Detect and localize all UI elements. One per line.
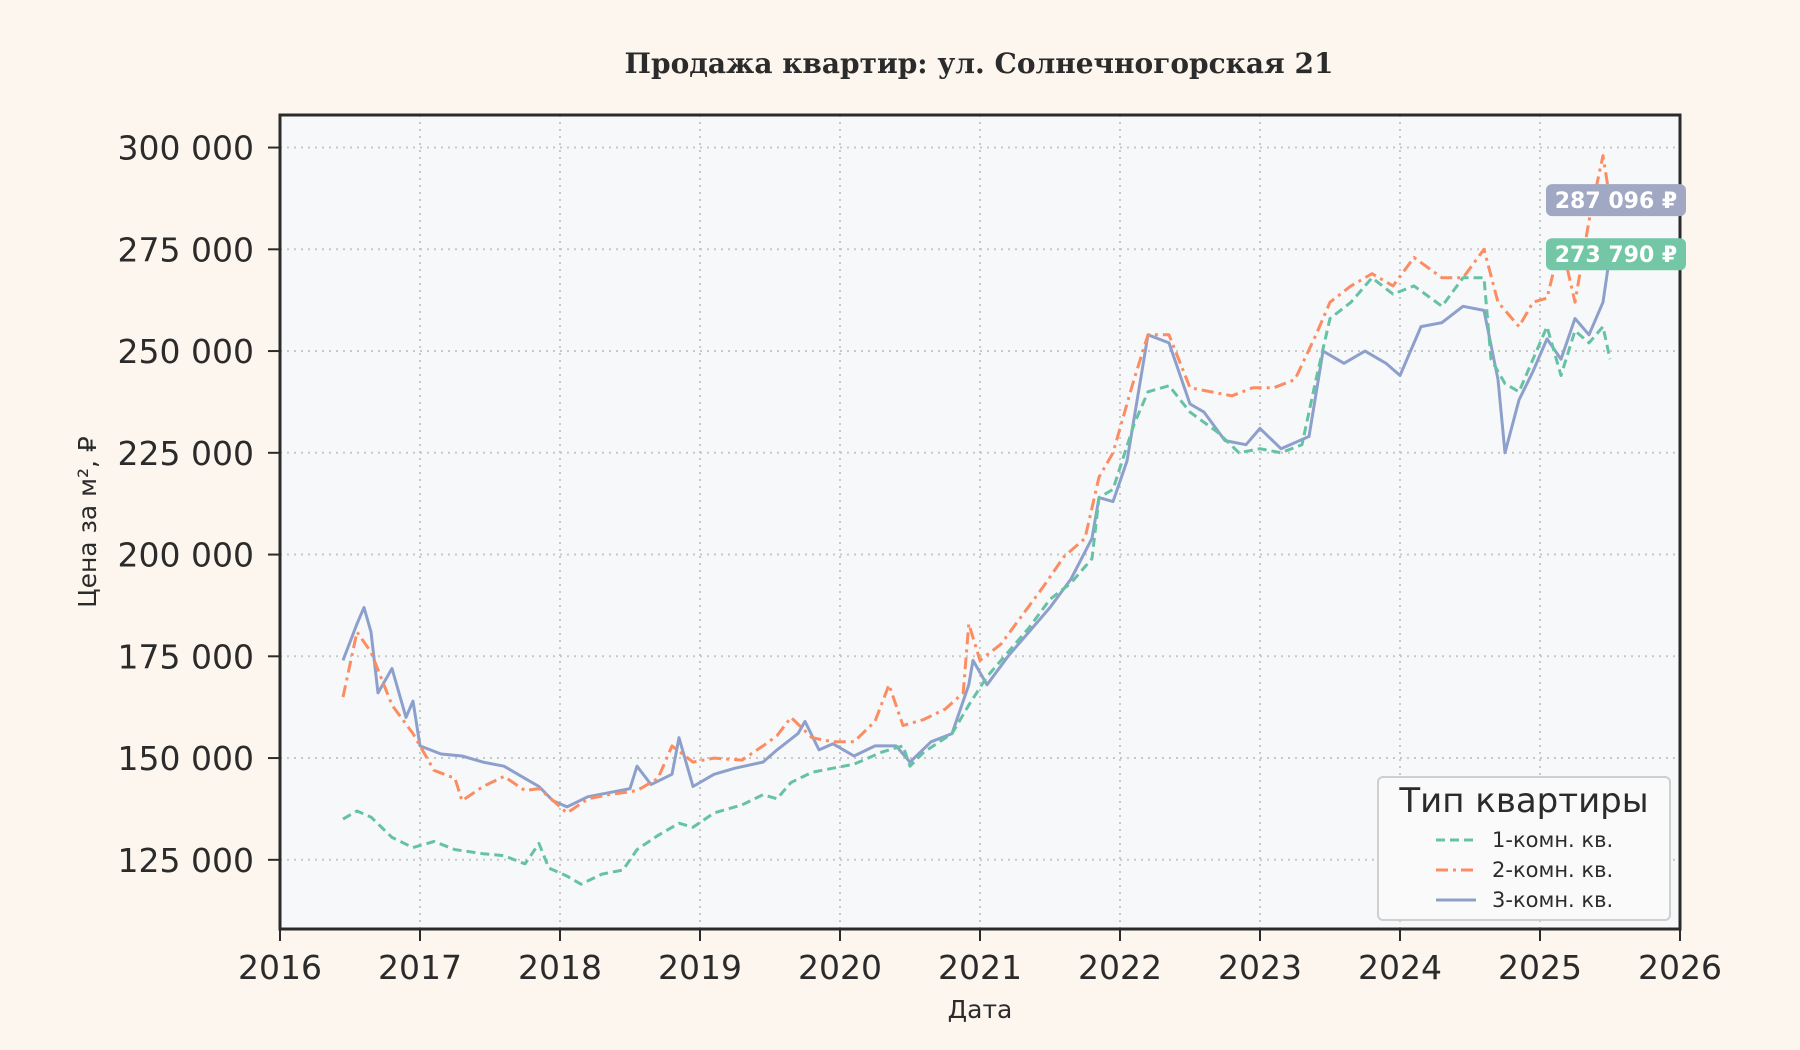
y-tick-label: 225 000	[118, 434, 254, 473]
legend: Тип квартиры 1-комн. кв. 2-комн. кв. 3-ком…	[1377, 776, 1671, 921]
legend-title: Тип квартиры	[1398, 781, 1648, 821]
y-tick-label: 150 000	[118, 739, 254, 778]
value-badge-label: 287 096 ₽	[1555, 189, 1677, 214]
y-tick-label: 125 000	[118, 841, 254, 880]
x-tick-label: 2019	[658, 948, 742, 987]
chart-title: Продажа квартир: ул. Солнечногорская 21	[625, 47, 1334, 80]
y-axis-label: Цена за м², ₽	[73, 436, 102, 608]
x-tick-label: 2022	[1078, 948, 1162, 987]
value-badge	[1546, 238, 1686, 271]
legend-box	[1377, 776, 1671, 921]
x-tick-label: 2018	[518, 948, 602, 987]
series-lines	[341, 154, 1612, 886]
value-badges: 287 096 ₽ 273 790 ₽	[1546, 184, 1686, 271]
y-tick-label: 200 000	[118, 536, 254, 575]
x-axis-label: Дата	[948, 995, 1013, 1024]
series-line-3	[341, 253, 1612, 809]
x-tick-label: 2023	[1218, 948, 1302, 987]
x-tick-label: 2026	[1638, 948, 1722, 987]
x-tick-label: 2016	[238, 948, 322, 987]
legend-item-label: 1-комн. кв.	[1492, 828, 1613, 852]
y-tick-label: 250 000	[118, 332, 254, 371]
y-tick-label: 275 000	[118, 230, 254, 269]
series-line-2	[341, 154, 1612, 815]
legend-item-label: 2-комн. кв.	[1492, 858, 1613, 882]
value-badge	[1546, 184, 1686, 217]
x-tick-label: 2025	[1498, 948, 1582, 987]
y-tick-label: 175 000	[118, 637, 254, 676]
x-tick-label: 2021	[938, 948, 1022, 987]
x-axis: 2016 2017 2018 2019 2020 2021 2022 2023 2024 2025…	[238, 929, 1722, 987]
grid-lines	[280, 115, 1680, 929]
x-tick-label: 2017	[378, 948, 462, 987]
legend-items: 1-комн. кв. 2-комн. кв. 3-комн. кв.	[1436, 828, 1613, 912]
legend-item-label: 3-комн. кв.	[1492, 888, 1613, 912]
y-axis: 125 000 150 000 175 000 200 000 225 000 250 0…	[118, 129, 280, 880]
value-badge-label: 273 790 ₽	[1555, 243, 1677, 268]
y-tick-label: 300 000	[118, 129, 254, 168]
x-tick-label: 2020	[798, 948, 882, 987]
x-tick-label: 2024	[1358, 948, 1442, 987]
